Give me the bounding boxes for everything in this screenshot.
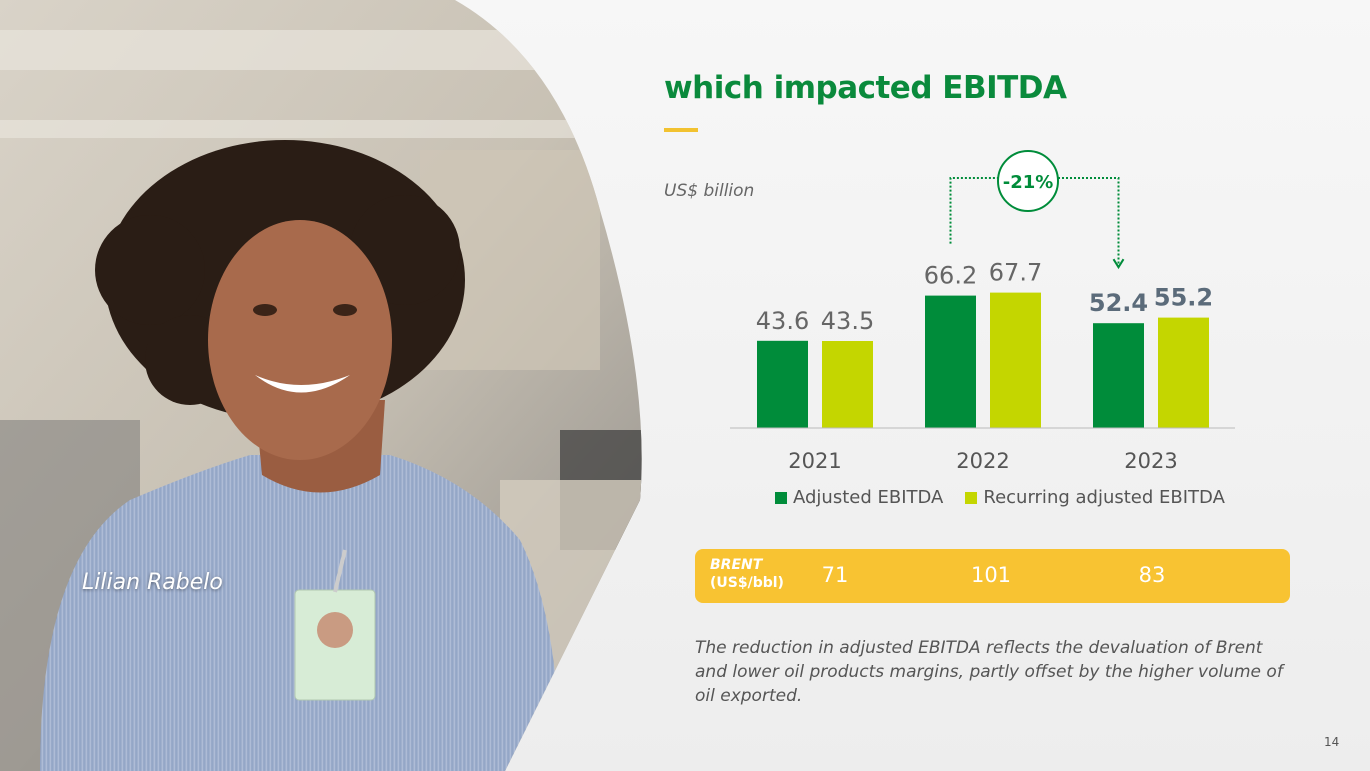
employee-photo [0,0,660,771]
value-label-adjusted-2021: 43.6 [756,307,809,335]
x-tick-2021: 2021 [788,449,841,473]
legend-label-recurring: Recurring adjusted EBITDA [983,487,1225,508]
bar-adjusted-2021 [757,340,808,428]
value-label-recurring-2021: 43.5 [821,307,874,335]
change-badge-text: -21% [1003,172,1054,193]
change-arrowhead-icon [1112,258,1125,270]
photo-caption: Lilian Rabelo [82,570,223,595]
x-tick-2023: 2023 [1124,449,1177,473]
legend-swatch-adjusted [775,491,787,504]
chart-legend: Adjusted EBITDA Recurring adjusted EBITD… [775,487,1225,508]
value-label-adjusted-2022: 66.2 [924,262,977,290]
brent-value-2022: 101 [970,563,1012,587]
value-label-recurring-2022: 67.7 [989,259,1042,287]
value-label-adjusted-2023: 52.4 [1089,289,1148,317]
bar-adjusted-2023 [1093,323,1144,428]
title-accent-bar [664,128,698,132]
legend-item-recurring: Recurring adjusted EBITDA [965,487,1225,508]
brent-value-2021: 71 [821,563,849,587]
brent-label-title: BRENT [710,557,763,573]
brent-label: BRENT (US$/bbl) [710,556,784,592]
ebitda-bar-chart: 43.6 43.5 66.2 67.7 52.4 55.2 2021 2022 2023 -2… [730,150,1235,473]
x-tick-2022: 2022 [956,449,1009,473]
bar-recurring-2023 [1158,317,1209,428]
bar-recurring-2022 [990,292,1041,428]
value-label-recurring-2023: 55.2 [1154,284,1213,312]
change-badge-circle [997,150,1059,212]
legend-label-adjusted: Adjusted EBITDA [793,487,944,508]
legend-item-adjusted: Adjusted EBITDA [775,487,943,508]
change-connector-right [1058,177,1120,266]
bar-adjusted-2022 [925,295,976,428]
page-number: 14 [1324,735,1340,749]
slide-title: which impacted EBITDA [664,70,1067,106]
brent-value-2023: 83 [1138,563,1166,587]
footnote-text: The reduction in adjusted EBITDA reflect… [695,638,1283,706]
brent-label-unit: (US$/bbl) [710,575,784,591]
unit-label: US$ billion [664,181,755,201]
change-connector-left [949,177,998,244]
brent-price-bar: BRENT (US$/bbl) 71 101 83 [695,549,1290,603]
legend-swatch-recurring [965,491,978,504]
bar-recurring-2021 [822,341,873,428]
